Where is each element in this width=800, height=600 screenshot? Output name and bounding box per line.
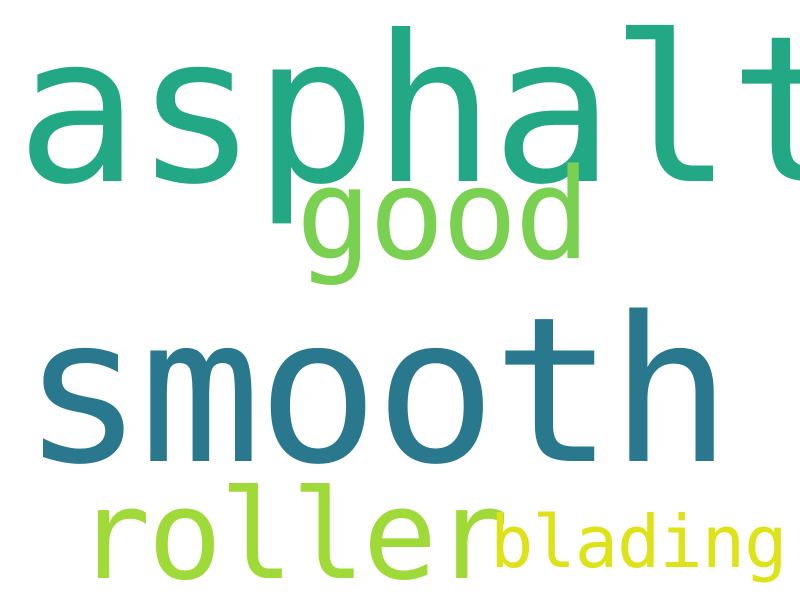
word-blading: blading (490, 500, 787, 584)
word-good: good (296, 141, 590, 288)
word-smooth: smooth (22, 273, 732, 509)
word-roller: roller (76, 464, 509, 600)
word-asphalt: asphalt (16, 0, 800, 230)
